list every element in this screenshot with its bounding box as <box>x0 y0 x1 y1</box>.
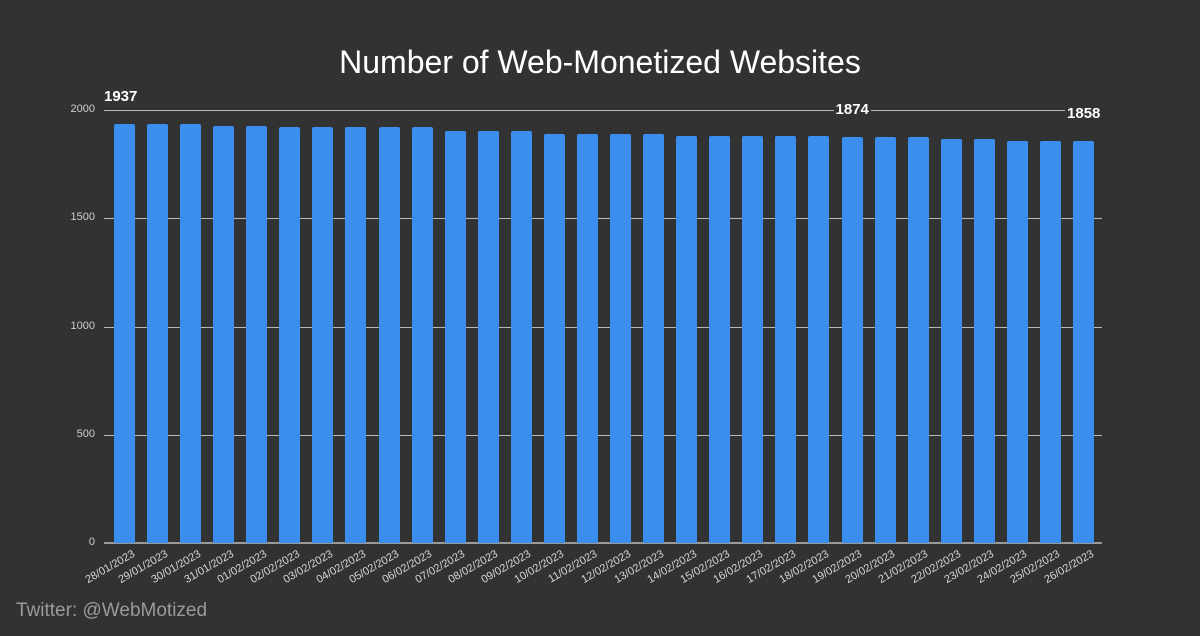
footer-credit: Twitter: @WebMotized <box>16 600 208 621</box>
bar[interactable] <box>940 138 962 543</box>
bar[interactable] <box>676 135 698 543</box>
chart-title: Number of Web-Monetized Websites <box>339 44 861 80</box>
bar[interactable] <box>907 137 929 543</box>
x-axis-line <box>104 542 1102 544</box>
y-tick-label: 1000 <box>70 319 95 332</box>
bar[interactable] <box>510 130 532 543</box>
bar[interactable] <box>742 135 764 543</box>
y-tick-label: 0 <box>88 536 95 548</box>
data-label: 1858 <box>1065 105 1103 122</box>
bar[interactable] <box>147 123 169 543</box>
data-label: 1937 <box>104 88 138 105</box>
gridline <box>104 218 1102 220</box>
bar[interactable] <box>973 138 995 543</box>
bar[interactable] <box>841 137 863 543</box>
y-tick-label: 1500 <box>70 211 95 224</box>
bar[interactable] <box>378 127 400 543</box>
bar[interactable] <box>709 135 731 543</box>
y-tick-label: 500 <box>76 427 95 440</box>
bar[interactable] <box>543 134 565 543</box>
bar[interactable] <box>213 126 235 543</box>
bar[interactable] <box>610 134 632 543</box>
bar[interactable] <box>114 123 135 543</box>
data-label: 1874 <box>833 101 871 118</box>
bar[interactable] <box>411 127 433 543</box>
bar[interactable] <box>874 137 896 543</box>
bar[interactable] <box>246 126 268 543</box>
bar[interactable] <box>477 130 499 543</box>
bar[interactable] <box>444 130 466 543</box>
bar[interactable] <box>576 134 598 543</box>
bar[interactable] <box>279 127 301 543</box>
bar[interactable] <box>643 134 665 543</box>
bar[interactable] <box>1073 140 1095 543</box>
bar[interactable] <box>312 127 334 543</box>
bar[interactable] <box>180 123 202 543</box>
bar[interactable] <box>808 135 830 543</box>
gridline <box>104 110 1102 111</box>
bar[interactable] <box>345 127 367 543</box>
gridline <box>104 434 1102 436</box>
y-tick-label: 2000 <box>70 103 95 115</box>
gridline <box>104 326 1102 328</box>
bar[interactable] <box>1006 140 1028 543</box>
bar[interactable] <box>1039 140 1061 543</box>
bar[interactable] <box>775 135 797 543</box>
